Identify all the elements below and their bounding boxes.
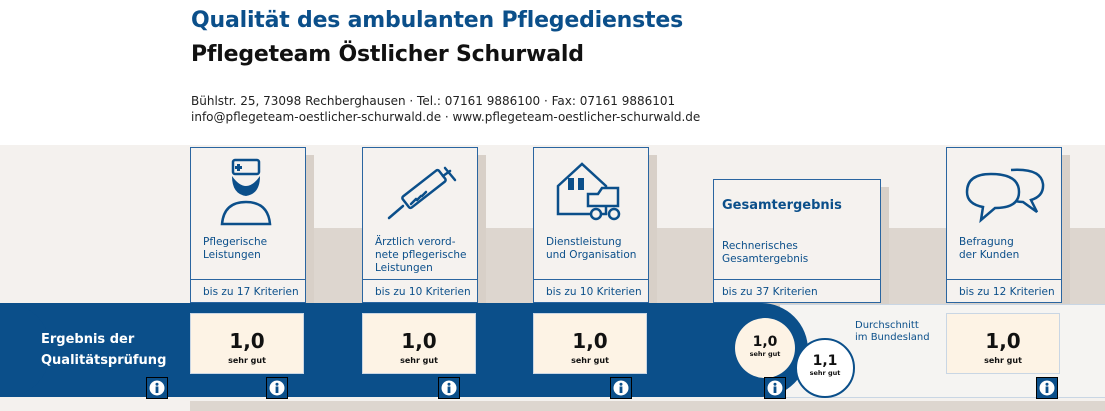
score-value: 1,0 [985, 329, 1021, 353]
info-button-dienstleistung-organisation[interactable] [610, 377, 632, 399]
speech-bubbles-icon [965, 168, 1045, 224]
provider-name: Pflegeteam Östlicher Schurwald [191, 42, 584, 67]
overall-score-circle: 1,0 sehr gut [735, 318, 795, 378]
category-card-aerztlich-verordnete-leistungen: Ärztlich verord- nete pflegerische Leist… [362, 147, 478, 303]
category-card-pflegerische-leistungen: Pflegerische Leistungen bis zu 17 Kriter… [190, 147, 306, 303]
house-car-icon [556, 162, 621, 221]
score-rating: sehr gut [400, 356, 438, 365]
score-box-dienstleistung-organisation: 1,0 sehr gut [533, 313, 647, 374]
category-label-line: Befragung [959, 236, 1014, 248]
info-button-ergebnis[interactable] [146, 377, 168, 399]
info-button-gesamtergebnis[interactable] [764, 377, 786, 399]
info-icon [269, 380, 285, 396]
category-label-line: Pflegerische [203, 236, 268, 248]
nurse-icon [220, 158, 272, 226]
score-box-pflegerische-leistungen: 1,0 sehr gut [190, 313, 304, 374]
card-divider [714, 279, 880, 280]
state-average-circle: 1,1 sehr gut [795, 338, 855, 398]
category-label-line: und Organisation [546, 249, 637, 261]
info-icon [613, 380, 629, 396]
contact-line: info@pflegeteam-oestlicher-schurwald.de … [191, 110, 701, 124]
category-label-line: Ärztlich verord- [375, 236, 456, 248]
category-label-line: Rechnerisches [722, 240, 798, 252]
info-icon [767, 380, 783, 396]
score-box-aerztlich-verordnete-leistungen: 1,0 sehr gut [362, 313, 476, 374]
state-average-label-line: im Bundesland [855, 332, 930, 343]
score-rating: sehr gut [571, 356, 609, 365]
address-line: Bühlstr. 25, 73098 Rechberghausen · Tel.… [191, 94, 676, 108]
result-bar-label: Ergebnis der Qualitätsprüfung [41, 329, 166, 371]
card-divider [947, 279, 1061, 280]
criteria-count: bis zu 10 Kriterien [375, 286, 471, 298]
criteria-count: bis zu 12 Kriterien [959, 286, 1055, 298]
gesamtergebnis-title: Gesamtergebnis [722, 198, 842, 213]
category-label-line: Dienstleistung [546, 236, 622, 248]
info-icon [441, 380, 457, 396]
category-card-gesamtergebnis: Gesamtergebnis Rechnerisches Gesamtergeb… [713, 179, 881, 303]
score-value: 1,0 [229, 329, 265, 353]
average-score-value: 1,1 [812, 353, 838, 369]
card-divider [191, 279, 305, 280]
info-icon [149, 380, 165, 396]
page-title: Qualität des ambulanten Pflegedienstes [191, 8, 683, 33]
score-rating: sehr gut [228, 356, 266, 365]
score-value: 1,0 [401, 329, 437, 353]
result-bar-label-line: Qualitätsprüfung [41, 353, 167, 368]
score-rating: sehr gut [749, 350, 781, 358]
category-label-line: nete pflegerische [375, 249, 467, 261]
score-value: 1,0 [752, 334, 778, 350]
criteria-count: bis zu 37 Kriterien [722, 286, 818, 298]
score-rating: sehr gut [984, 356, 1022, 365]
score-value: 1,0 [572, 329, 608, 353]
bottom-shadow-strip [190, 401, 1105, 411]
score-box-befragung-kunden: 1,0 sehr gut [946, 313, 1060, 374]
category-label-line: Gesamtergebnis [722, 253, 809, 265]
average-score-rating: sehr gut [809, 369, 841, 377]
syringe-icon [387, 166, 457, 220]
category-card-dienstleistung-organisation: Dienstleistung und Organisation bis zu 1… [533, 147, 649, 303]
card-divider [534, 279, 648, 280]
state-average-label-line: Durchschnitt [855, 320, 919, 331]
info-button-befragung-kunden[interactable] [1036, 377, 1058, 399]
info-button-pflegerische-leistungen[interactable] [266, 377, 288, 399]
info-icon [1039, 380, 1055, 396]
category-card-befragung-kunden: Befragung der Kunden bis zu 12 Kriterien [946, 147, 1062, 303]
category-label-line: Leistungen [375, 262, 433, 274]
card-divider [363, 279, 477, 280]
criteria-count: bis zu 17 Kriterien [203, 286, 299, 298]
criteria-count: bis zu 10 Kriterien [546, 286, 642, 298]
category-label-line: der Kunden [959, 249, 1020, 261]
info-button-aerztlich-verordnete-leistungen[interactable] [438, 377, 460, 399]
result-bar-label-line: Ergebnis der [41, 332, 135, 347]
state-average-label: Durchschnitt im Bundesland [855, 320, 930, 344]
category-label-line: Leistungen [203, 249, 261, 261]
